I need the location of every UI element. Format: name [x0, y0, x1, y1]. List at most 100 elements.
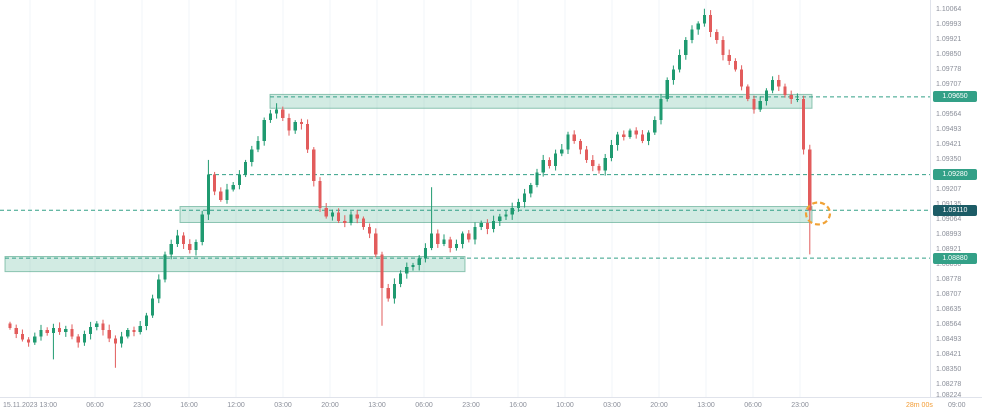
highlight-circle[interactable]	[804, 201, 832, 226]
candle-body	[647, 132, 651, 142]
candle-body	[498, 216, 502, 221]
time-tick-label: 06:00	[744, 402, 762, 409]
time-tick-label: 23:00	[133, 402, 151, 409]
candle-body	[684, 40, 688, 55]
candle-body	[82, 334, 86, 343]
candle-body	[709, 15, 713, 32]
candle-body	[758, 101, 762, 110]
level-mid-upper-price-badge[interactable]: 1.09280	[933, 169, 977, 181]
price-tick-label: 1.08778	[936, 276, 962, 284]
time-tick-label: 20:00	[650, 402, 668, 409]
support-lower-zone[interactable]	[4, 256, 466, 273]
time-tick-label: 16:00	[509, 402, 527, 409]
candle-body	[51, 327, 55, 334]
candle-body	[411, 264, 415, 267]
candle-body	[101, 323, 105, 330]
resistance-upper-price-badge[interactable]: 1.09650	[933, 91, 977, 103]
time-tick-label: 06:00	[86, 402, 104, 409]
candle-body	[299, 122, 303, 125]
candle-body	[702, 15, 706, 24]
candle-body	[523, 193, 527, 202]
price-tick-label: 1.09064	[936, 215, 962, 223]
candle-body	[281, 109, 285, 118]
price-tick-label: 1.09421	[936, 141, 962, 148]
candle-body	[715, 31, 719, 41]
candle-body	[20, 334, 24, 340]
price-tick-label: 1.09993	[936, 20, 962, 28]
candle-body	[405, 266, 409, 274]
candle-body	[262, 120, 266, 142]
candle-body	[8, 323, 12, 328]
candle-body	[244, 162, 248, 175]
price-tick-label: 1.10064	[936, 6, 962, 13]
candle-body	[479, 222, 483, 228]
candle-body	[200, 214, 204, 242]
candle-body	[746, 86, 750, 100]
candle-body	[89, 326, 93, 335]
price-tick-label: 1.09850	[936, 50, 962, 58]
candle-body	[789, 94, 793, 100]
candle-body	[603, 157, 607, 171]
time-tick-label: 23:00	[462, 402, 480, 409]
candle-body	[616, 134, 620, 146]
candle-body	[461, 233, 465, 244]
candle-body	[188, 243, 192, 251]
candle-body	[33, 336, 37, 343]
candle-body	[690, 29, 694, 41]
candle-body	[448, 239, 452, 249]
price-tick-label: 1.09921	[936, 36, 962, 44]
candle-body	[628, 130, 632, 137]
candle-body	[231, 185, 235, 190]
candle-body	[591, 159, 595, 167]
candle-body	[337, 212, 341, 221]
candle-body	[795, 99, 799, 101]
candle-body	[219, 191, 223, 200]
price-tick-label: 1.08635	[936, 306, 962, 314]
time-tick-label: 13:00	[368, 402, 386, 409]
price-tick-label: 1.09564	[936, 110, 962, 118]
candle-body	[386, 287, 390, 299]
candle-body	[287, 117, 291, 131]
candle-body	[771, 80, 775, 91]
candle-body	[368, 227, 372, 234]
price-tick-label: 1.09207	[936, 185, 962, 193]
candle-body	[374, 233, 378, 255]
current-price-zone-zone[interactable]	[179, 206, 813, 223]
current-time-label: 09:00	[948, 402, 966, 409]
candle-body	[138, 325, 142, 333]
candle-body	[318, 180, 322, 209]
price-tick-label: 1.08493	[936, 335, 962, 343]
candle-body	[740, 69, 744, 87]
candle-body	[64, 328, 68, 333]
candle-body	[578, 141, 582, 150]
candle-body	[454, 243, 458, 249]
price-tick-label: 1.09135	[936, 201, 961, 209]
price-tick-label: 1.08993	[936, 230, 962, 238]
candle-body	[126, 329, 130, 337]
candle-body	[306, 124, 310, 150]
candle-body	[492, 220, 496, 230]
candle-body	[764, 90, 768, 102]
resistance-upper-zone[interactable]	[269, 93, 813, 109]
candle-body	[95, 323, 99, 327]
candlestick-chart[interactable]	[0, 0, 930, 397]
candle-body	[423, 248, 427, 259]
price-tick-label: 1.09707	[936, 80, 962, 88]
price-tick-label: 1.08278	[936, 381, 962, 388]
time-axis[interactable]: 28m 00s 09:00 15.11.2023 13:00 06:00 23:00…	[0, 398, 982, 417]
candle-body	[417, 258, 421, 265]
candle-body	[58, 327, 62, 333]
chart-plot-area[interactable]	[0, 0, 931, 398]
candle-body	[436, 233, 440, 244]
candle-body	[640, 134, 644, 142]
candle-body	[572, 134, 576, 142]
candle-body	[529, 185, 533, 194]
candle-body	[39, 329, 43, 337]
support-lower-price-badge[interactable]: 1.08880	[933, 252, 977, 264]
price-axis[interactable]: 1.10064 1.09993 1.09921 1.09850 1.09778 1.097…	[931, 0, 982, 399]
candle-body	[293, 122, 297, 131]
time-tick-label: 03:00	[603, 402, 621, 409]
time-tick-label: 23:00	[791, 402, 809, 409]
price-tick-label: 1.08921	[936, 245, 962, 253]
